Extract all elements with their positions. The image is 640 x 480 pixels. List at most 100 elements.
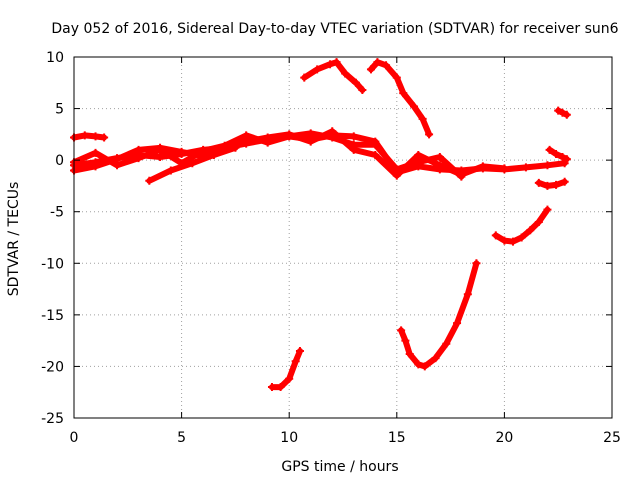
data-point [313,65,322,74]
data-point [545,145,554,154]
data-point [263,138,272,147]
series-arc-22-low [534,177,569,190]
data-point [113,161,122,170]
y-tick-label: -25 [41,411,64,427]
data-point [442,339,451,348]
data-point [562,110,571,119]
data-point [401,336,410,345]
x-tick-label: 15 [388,430,406,446]
data-point [276,383,285,392]
data-point [134,145,143,154]
data-point [156,153,165,162]
data-point [392,73,401,82]
y-tick-label: 5 [55,102,64,118]
data-point [349,132,358,141]
data-point [382,61,391,70]
data-point [91,148,100,157]
y-tick-label: -10 [41,256,64,272]
data-point [328,133,337,142]
x-tick-label: 5 [177,430,186,446]
data-point [91,162,100,171]
x-tick-label: 0 [70,430,79,446]
data-point [435,161,444,170]
data-point [199,146,208,155]
series-arc-22-mid [545,145,571,164]
data-point [397,326,406,335]
data-point [100,133,109,142]
data-point [145,176,154,185]
data-point [517,233,526,242]
data-point [341,69,350,78]
data-point [405,350,414,359]
data-point [306,129,315,138]
x-axis-label: GPS time / hours [281,459,398,475]
data-point [526,226,535,235]
data-point [463,290,472,299]
data-point [562,155,571,164]
data-point [414,360,423,369]
data-point [392,165,401,174]
series-arc-20 [491,205,552,246]
x-tick-label: 10 [280,430,298,446]
data-point [351,78,360,87]
data-point [295,346,304,355]
data-point [291,357,300,366]
chart-title: Day 052 of 2016, Sidereal Day-to-day VTE… [51,21,618,37]
data-point [371,150,380,159]
plot-frame [73,56,613,419]
data-point [209,150,218,159]
data-point [521,163,530,172]
data-point [457,172,466,181]
data-point [420,362,429,371]
series-arc-10 [267,346,304,392]
data-point [478,162,487,171]
data-point [306,137,315,146]
series-trace [71,132,108,141]
data-point [349,140,358,149]
data-point [560,177,569,186]
data-point [500,164,509,173]
data-point [358,86,367,95]
data-point [177,147,186,156]
data-point [558,153,567,162]
series-trace [546,146,570,163]
data-point [552,149,561,158]
data-point [80,131,89,140]
series-band-c [70,129,466,181]
series-arc-11 [300,58,367,95]
data-point [414,150,423,159]
data-point [418,114,427,123]
data-point [543,205,552,214]
data-point [543,161,552,170]
data-point [366,65,375,74]
y-tick-label: 10 [46,50,64,66]
data-point [285,132,294,141]
series-trace [535,178,568,189]
data-point [543,181,552,190]
y-tick-label: -20 [41,359,64,375]
data-point [491,231,500,240]
data-point [552,180,561,189]
data-point [166,166,175,175]
data-points [70,58,571,392]
data-point [435,153,444,162]
y-tick-label: 0 [55,153,64,169]
data-point [373,58,382,67]
data-point [558,108,567,117]
data-point [425,130,434,139]
data-point [91,132,100,141]
data-point [414,158,423,167]
data-point [472,259,481,268]
series-trace [368,59,433,138]
y-tick-label: -5 [50,205,64,221]
y-axis-label: SDTVAR / TECUs [6,182,22,297]
data-point [410,102,419,111]
data-point [326,60,335,69]
data-point [156,145,165,154]
data-point [332,58,341,67]
axis-ticks: 0 5 10 15 20 25 10 5 0 -5 -10 -15 -20 -25 [41,50,621,446]
data-point [134,154,143,163]
series-low-arc [145,143,240,185]
x-tick-label: 20 [495,430,513,446]
